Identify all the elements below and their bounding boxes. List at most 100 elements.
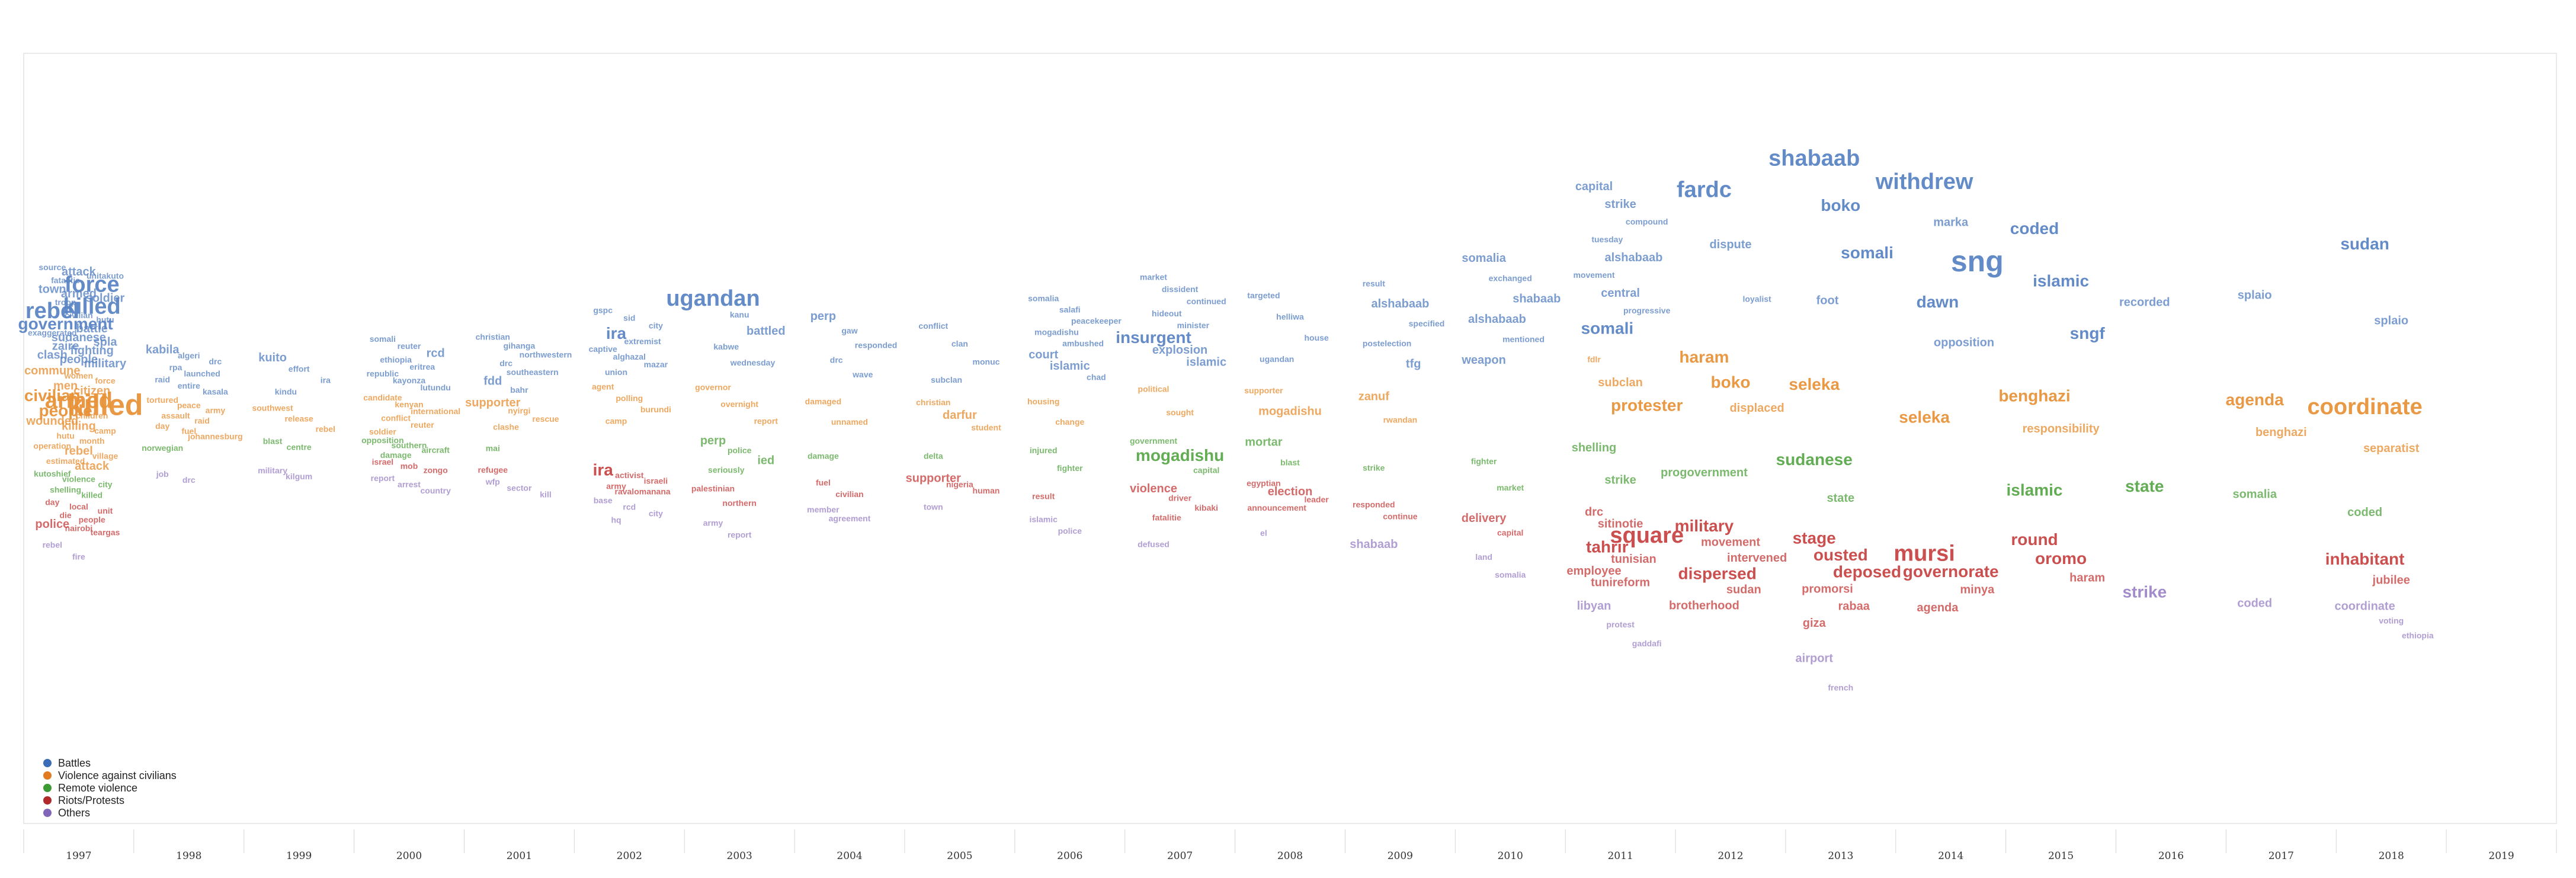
word-mark: northwestern (520, 350, 572, 359)
word-mark: soldier (369, 427, 396, 436)
word-mark: fighter (1471, 456, 1497, 466)
word-mark: egyptian (1247, 479, 1281, 488)
word-mark: aircraft (421, 446, 450, 455)
word-mark: christian (476, 332, 510, 342)
word-mark: gaddafi (1632, 639, 1662, 648)
word-mark: lutundu (421, 383, 451, 392)
word-mark: insurgent (1116, 328, 1191, 347)
word-mark: armed (45, 388, 113, 413)
word-mark: southeastern (507, 367, 559, 377)
word-mark: weapon (1461, 354, 1505, 367)
word-mark: report (728, 530, 752, 539)
word-mark: city (649, 321, 663, 331)
word-mark: tortured (146, 395, 178, 405)
word-mark: sudan (2340, 235, 2389, 253)
year-label: 2015 (2048, 850, 2074, 862)
year-label: 2013 (1828, 850, 1853, 862)
word-mark: progovernment (1661, 466, 1748, 479)
word-mark: rpa (169, 363, 182, 372)
word-mark: delta (924, 451, 943, 461)
word-mark: mob (401, 461, 418, 470)
word-mark: libyan (1577, 600, 1611, 613)
word-mark: captive (589, 344, 617, 354)
word-mark: announcement (1247, 503, 1306, 512)
word-mark: ira (321, 376, 331, 385)
word-mark: republic (367, 369, 399, 379)
word-mark: minister (1177, 321, 1210, 330)
word-mark: somalia (1028, 294, 1059, 303)
word-mark: compound (1626, 217, 1668, 226)
word-mark: spla (93, 335, 117, 348)
word-mark: polling (616, 393, 643, 403)
word-mark: supporter (1244, 386, 1283, 395)
word-mark: subclan (931, 375, 962, 384)
word-mark: capital (1575, 180, 1613, 193)
word-mark: capital (1497, 528, 1523, 537)
year-label: 2017 (2269, 850, 2294, 862)
word-mark: report (371, 473, 395, 483)
word-mark: effort (289, 364, 310, 373)
word-mark: army (606, 481, 626, 491)
word-mark: day (45, 498, 59, 507)
word-mark: village (92, 451, 118, 460)
word-mark: shabaab (1350, 538, 1398, 551)
word-mark: somali (1841, 243, 1893, 262)
legend-swatch (43, 809, 52, 817)
word-mark: killed (68, 389, 143, 422)
word-mark: promorsi (1802, 583, 1853, 596)
year-grid (23, 829, 2557, 853)
word-mark: army (703, 518, 723, 528)
word-mark: damaged (805, 396, 841, 406)
word-mark: agent (592, 382, 614, 392)
word-mark: raid (194, 416, 210, 425)
word-mark: sudanese (1776, 450, 1853, 469)
word-mark: mai (486, 444, 500, 453)
word-mark: mogadishu (1258, 405, 1322, 418)
word-mark: extremist (624, 337, 661, 346)
word-mark: killing (62, 419, 96, 432)
word-mark: seriously (708, 465, 745, 475)
word-mark: loyalist (1742, 294, 1771, 304)
word-mark: palestinian (691, 483, 735, 493)
word-mark: assault (161, 411, 190, 421)
word-mark: tunireform (1591, 576, 1650, 589)
word-mark: children (76, 411, 108, 421)
word-mark: islamic (1029, 514, 1058, 524)
word-mark: alshabaab (1371, 297, 1429, 310)
word-mark: clan (951, 339, 968, 348)
word-mark: ugandan (1260, 354, 1294, 364)
word-mark: rebel (65, 445, 93, 458)
word-mark: wounded (25, 415, 78, 428)
year-axis: 1997 1998 1999 2000 2001 2002 2003 2004 2005 2006… (66, 850, 2514, 862)
word-mark: coordinate (2307, 395, 2422, 419)
word-mark: tunisian (1611, 553, 1657, 566)
word-mark: delivery (1462, 512, 1507, 525)
word-mark: responsibility (2023, 422, 2100, 435)
word-mark: raid (155, 375, 170, 384)
word-mark: court (1029, 348, 1058, 361)
word-mark: intervened (1727, 552, 1787, 565)
word-mark: seleka (1789, 375, 1840, 393)
word-mark: sector (507, 483, 532, 493)
word-mark: southern (392, 440, 427, 450)
word-mark: blast (1280, 457, 1300, 467)
word-mark: somalia (2232, 488, 2277, 501)
word-mark: sitinotie (1598, 518, 1643, 531)
word-mark: perp (700, 434, 726, 447)
word-mark: opposition (1934, 336, 1994, 349)
word-mark: nyirgi (508, 406, 530, 415)
word-mark: el (1260, 528, 1267, 538)
word-mark: troop (55, 297, 76, 307)
word-mark: camp (605, 416, 627, 426)
word-mark: clash (37, 349, 68, 362)
word-mark: government (1130, 436, 1177, 446)
word-mark: ethiopia (2402, 630, 2434, 640)
word-mark: military (1675, 517, 1734, 535)
word-mark: city (649, 509, 663, 518)
word-mark: drc (1585, 506, 1603, 519)
word-mark: somalia (1495, 570, 1526, 579)
word-mark: die (59, 511, 71, 520)
word-mark: reuter (411, 420, 434, 430)
word-mark: responded (855, 341, 898, 350)
